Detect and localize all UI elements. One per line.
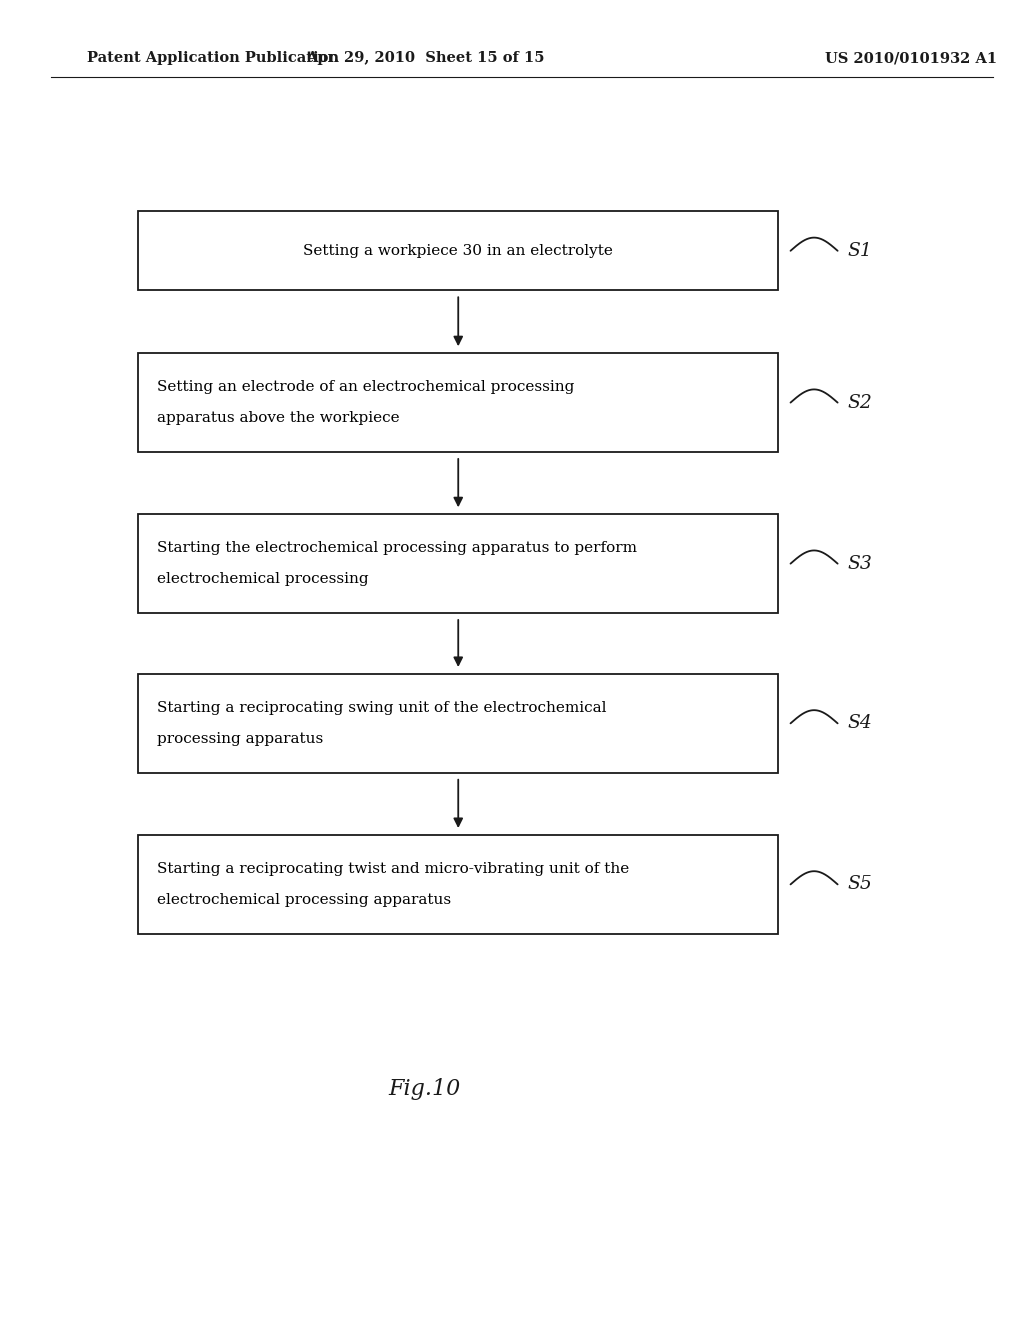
Text: Fig.10: Fig.10 (389, 1078, 461, 1100)
Text: Setting an electrode of an electrochemical processing: Setting an electrode of an electrochemic… (157, 380, 574, 393)
Text: S4: S4 (848, 714, 872, 733)
Bar (138, 354, 778, 451)
Text: Starting a reciprocating twist and micro-vibrating unit of the: Starting a reciprocating twist and micro… (157, 862, 629, 875)
Text: apparatus above the workpiece: apparatus above the workpiece (157, 412, 399, 425)
Text: S5: S5 (848, 875, 872, 894)
Bar (138, 515, 778, 612)
Text: S3: S3 (848, 554, 872, 573)
Text: Starting a reciprocating swing unit of the electrochemical: Starting a reciprocating swing unit of t… (157, 701, 606, 714)
Text: Patent Application Publication: Patent Application Publication (87, 51, 339, 65)
Text: S1: S1 (848, 242, 872, 260)
Bar (138, 211, 778, 290)
Text: Starting the electrochemical processing apparatus to perform: Starting the electrochemical processing … (157, 541, 637, 554)
Text: Setting a workpiece 30 in an electrolyte: Setting a workpiece 30 in an electrolyte (303, 244, 613, 257)
Bar (138, 836, 778, 935)
Bar (138, 673, 778, 772)
Text: S2: S2 (848, 393, 872, 412)
Text: electrochemical processing apparatus: electrochemical processing apparatus (157, 894, 451, 907)
Text: Apr. 29, 2010  Sheet 15 of 15: Apr. 29, 2010 Sheet 15 of 15 (306, 51, 544, 65)
Text: electrochemical processing: electrochemical processing (157, 573, 369, 586)
Text: processing apparatus: processing apparatus (157, 733, 323, 746)
Text: US 2010/0101932 A1: US 2010/0101932 A1 (825, 51, 997, 65)
